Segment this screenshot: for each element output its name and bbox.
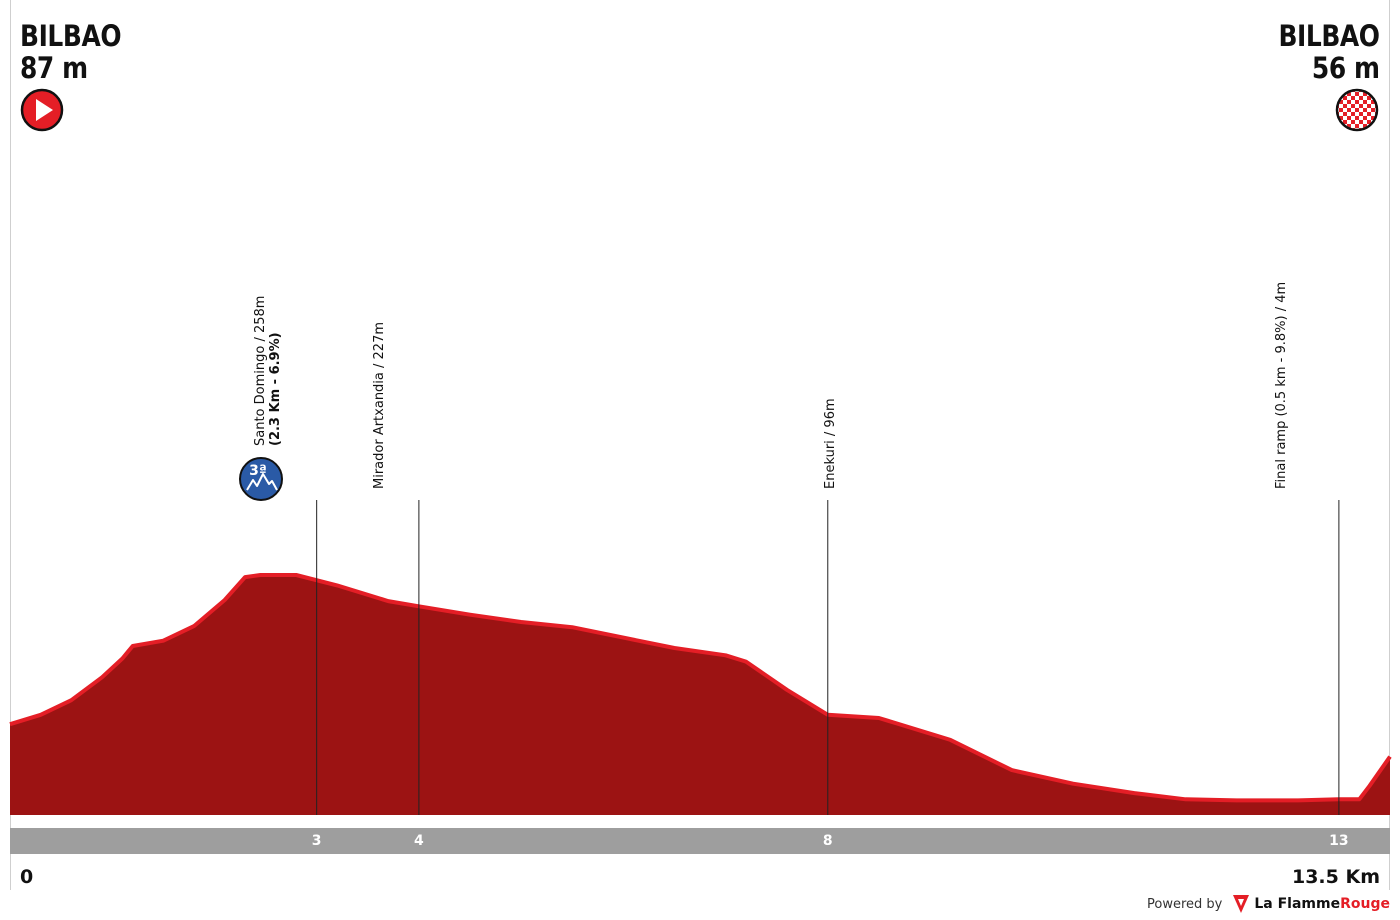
start-distance-label: 0	[20, 866, 34, 888]
chart-frame	[10, 0, 1390, 890]
poi-label-mirador-artxandia: Mirador Artxandia / 227m	[372, 322, 387, 489]
poi-label-enekuri: Enekuri / 96m	[823, 398, 838, 489]
km-tick-label: 4	[414, 833, 424, 849]
start-play-icon	[20, 88, 64, 132]
poi-detail-santo-domingo: (2.3 Km - 6.9%)	[268, 332, 283, 446]
finish-altitude: 56 m	[1312, 51, 1380, 85]
poi-name-final-ramp: Final ramp (0.5 km - 9.8%) / 4m	[1274, 281, 1289, 489]
km-tick-label: 8	[822, 833, 833, 849]
km-tick-label: 13	[1329, 833, 1349, 849]
flamme-rouge-logo-icon	[1233, 895, 1250, 913]
start-place: BILBAO	[20, 19, 122, 53]
poi-name-enekuri: Enekuri / 96m	[823, 398, 838, 489]
climb-category-badge: 3ª	[239, 457, 283, 501]
kilometer-axis-bar	[10, 828, 1390, 854]
elevation-area	[10, 575, 1390, 815]
end-distance-label: 13.5 Km	[1291, 866, 1380, 888]
brand-name: La FlammeRouge	[1254, 896, 1390, 912]
km-tick-label: 3	[311, 833, 322, 849]
start-altitude: 87 m	[20, 51, 88, 85]
footer-attribution: Powered by La FlammeRouge	[1147, 891, 1390, 917]
finish-place: BILBAO	[1278, 19, 1381, 53]
powered-by-text: Powered by	[1147, 896, 1223, 912]
finish-info: BILBAO 56 m	[1278, 19, 1381, 85]
checkered-flag-icon	[1335, 88, 1379, 132]
poi-label-santo-domingo: Santo Domingo / 258m (2.3 Km - 6.9%)	[253, 296, 283, 446]
climb-category-label: 3ª	[249, 463, 267, 479]
start-info: BILBAO 87 m	[20, 19, 122, 85]
elevation-edge-line	[9, 573, 1392, 803]
poi-label-final-ramp: Final ramp (0.5 km - 9.8%) / 4m	[1274, 282, 1289, 489]
poi-name-santo-domingo: Santo Domingo / 258m	[253, 295, 268, 446]
poi-name-mirador-artxandia: Mirador Artxandia / 227m	[372, 321, 387, 489]
